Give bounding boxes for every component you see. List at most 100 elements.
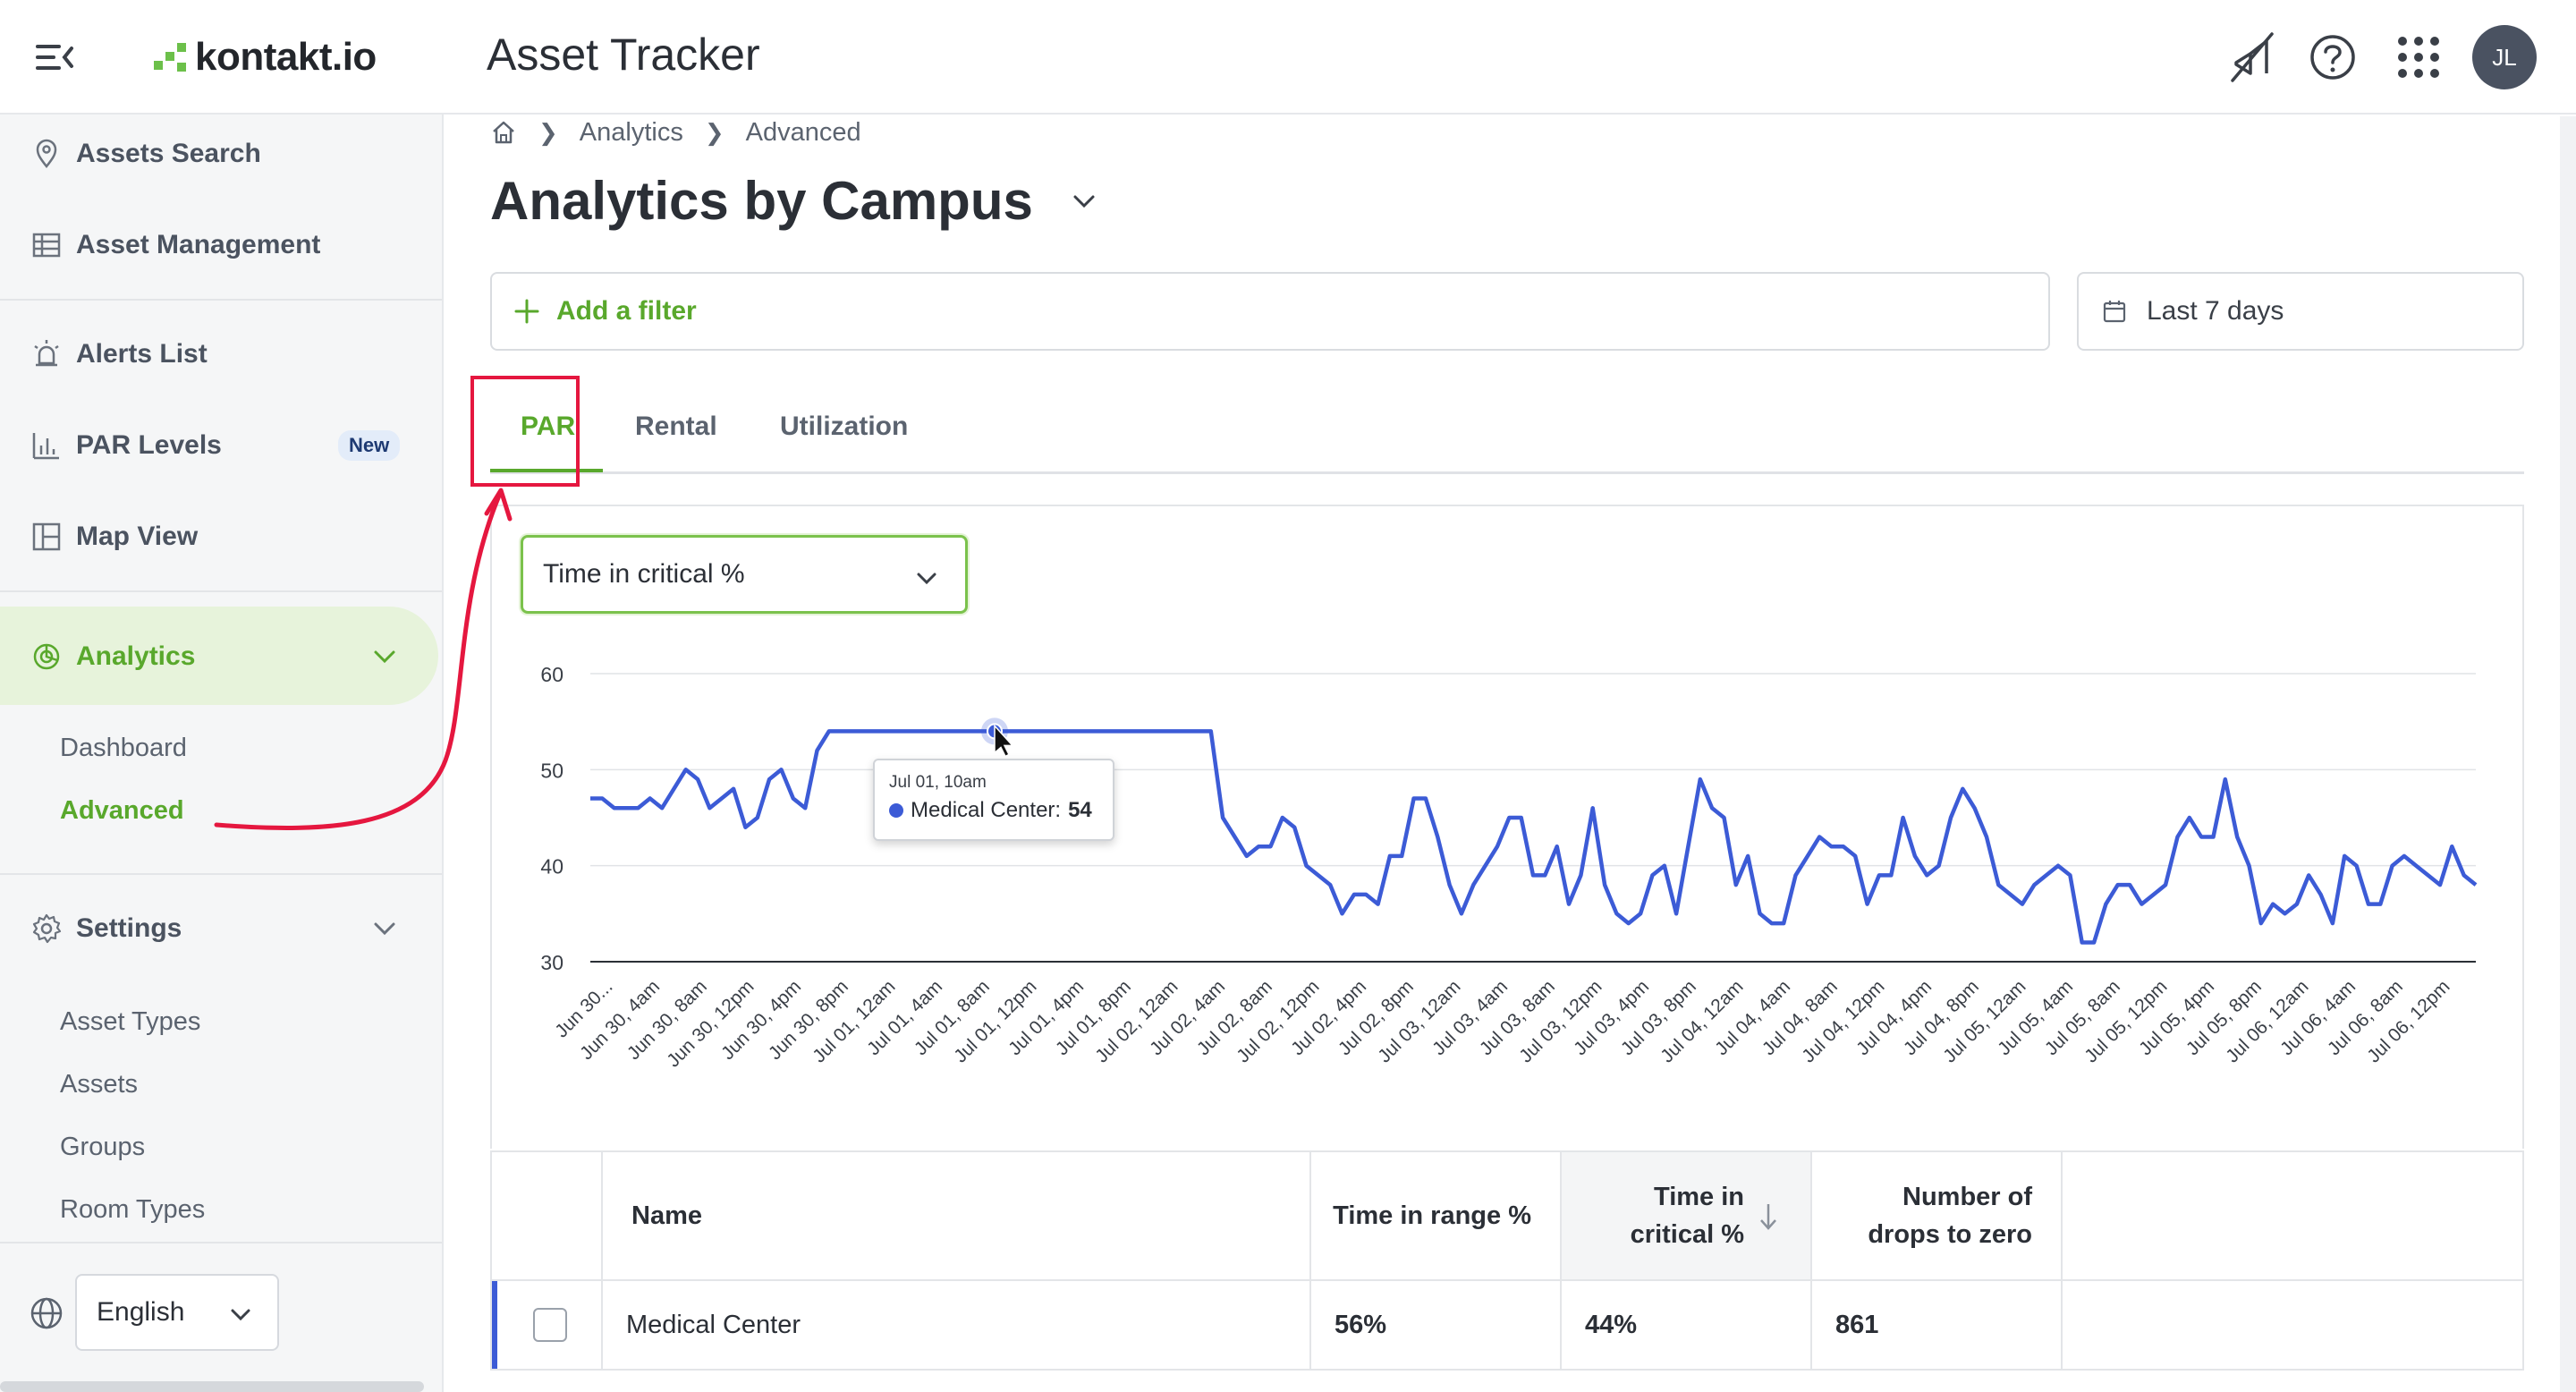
sidebar-item-label: Asset Management bbox=[76, 230, 321, 259]
column-header-drops-to-zero[interactable]: Number of drops to zero bbox=[1868, 1183, 2032, 1249]
chevron-down-icon[interactable] bbox=[367, 911, 402, 946]
breadcrumb-item-advanced: Advanced bbox=[745, 117, 861, 147]
column-header-name[interactable]: Name bbox=[631, 1201, 702, 1230]
column-divider bbox=[1810, 1152, 1812, 1371]
row-divider bbox=[492, 1279, 2522, 1281]
avatar[interactable]: JL bbox=[2472, 25, 2537, 89]
cell-drops-to-zero: 861 bbox=[1835, 1310, 1879, 1339]
add-filter-label: Add a filter bbox=[556, 296, 697, 326]
page-title[interactable]: Analytics by Campus bbox=[490, 170, 1099, 232]
chevron-down-icon bbox=[231, 1309, 250, 1321]
map-layout-icon bbox=[32, 522, 61, 551]
breadcrumb-item-analytics[interactable]: Analytics bbox=[579, 117, 683, 147]
map-pin-icon bbox=[36, 139, 57, 169]
sidebar-item-label: Settings bbox=[76, 913, 182, 943]
logo[interactable]: kontakt.io bbox=[150, 32, 377, 82]
divider bbox=[0, 299, 442, 301]
menu-collapse-icon[interactable] bbox=[36, 41, 75, 73]
sidebar-item-alerts-list[interactable]: Alerts List bbox=[0, 318, 444, 390]
x-tick-label: Jul 06, 12pm bbox=[2363, 976, 2453, 1066]
row-series-indicator bbox=[492, 1281, 497, 1369]
sidebar-active-highlight bbox=[0, 607, 438, 705]
sidebar-scrollbar[interactable] bbox=[0, 1381, 424, 1392]
sidebar-item-label: Analytics bbox=[76, 641, 196, 671]
y-tick-label: 30 bbox=[540, 951, 564, 974]
divider bbox=[0, 873, 442, 875]
sort-descending-icon[interactable] bbox=[1755, 1199, 1782, 1235]
column-header-time-in-range[interactable]: Time in range % bbox=[1333, 1201, 1531, 1230]
row-checkbox[interactable] bbox=[533, 1308, 567, 1342]
sidebar-item-par-levels[interactable]: PAR Levels New bbox=[0, 410, 444, 481]
chevron-down-icon[interactable] bbox=[1069, 186, 1099, 216]
column-divider bbox=[1560, 1152, 1562, 1371]
tab-bar: PAR Rental Utilization bbox=[490, 385, 2524, 474]
app-title: Asset Tracker bbox=[487, 30, 760, 80]
sidebar-subitem-assets[interactable]: Assets bbox=[60, 1070, 139, 1099]
column-divider bbox=[2061, 1152, 2063, 1371]
language-select[interactable]: English bbox=[75, 1274, 279, 1351]
notifications-off-icon[interactable] bbox=[2224, 29, 2281, 86]
sidebar-subitem-groups[interactable]: Groups bbox=[60, 1133, 146, 1161]
sidebar-item-label: Alerts List bbox=[76, 339, 208, 369]
divider bbox=[0, 1242, 442, 1243]
page-title-text: Analytics by Campus bbox=[490, 171, 1033, 231]
sidebar-subitem-dashboard[interactable]: Dashboard bbox=[60, 734, 187, 762]
y-tick-label: 50 bbox=[540, 759, 564, 782]
globe-icon bbox=[30, 1297, 63, 1329]
series-color-dot bbox=[889, 803, 903, 818]
tooltip-value: 54 bbox=[1068, 798, 1092, 822]
plus-icon bbox=[514, 299, 539, 324]
y-tick-label: 40 bbox=[540, 855, 564, 878]
sidebar-item-map-view[interactable]: Map View bbox=[0, 501, 444, 573]
home-icon[interactable] bbox=[490, 119, 517, 146]
metric-select-value: Time in critical % bbox=[543, 559, 745, 589]
language-value: English bbox=[97, 1297, 185, 1327]
pie-chart-icon bbox=[33, 643, 60, 670]
sidebar-item-settings[interactable]: Settings bbox=[0, 893, 444, 964]
results-table: Name Time in range % Time in critical % … bbox=[490, 1150, 2524, 1371]
sidebar-item-label: Map View bbox=[76, 522, 199, 551]
sidebar-subitem-advanced[interactable]: Advanced bbox=[60, 796, 184, 825]
sidebar-subitem-room-types[interactable]: Room Types bbox=[60, 1195, 206, 1224]
y-tick-label: 60 bbox=[540, 663, 564, 686]
chevron-down-icon[interactable] bbox=[367, 639, 402, 675]
sidebar-item-asset-management[interactable]: Asset Management bbox=[0, 209, 444, 281]
tooltip-line: Medical Center: 54 bbox=[889, 798, 1098, 823]
calendar-icon bbox=[2103, 301, 2126, 323]
tab-par[interactable]: PAR bbox=[521, 412, 576, 441]
tab-rental[interactable]: Rental bbox=[635, 412, 717, 441]
annotation-highlight-box bbox=[470, 376, 580, 487]
divider bbox=[0, 590, 442, 592]
sidebar-item-label: Assets Search bbox=[76, 139, 261, 168]
chart-card bbox=[490, 505, 2524, 1149]
help-icon[interactable] bbox=[2304, 29, 2361, 86]
apps-grid-icon[interactable] bbox=[2390, 29, 2447, 86]
breadcrumb-separator-icon: ❯ bbox=[704, 118, 724, 146]
active-tab-indicator bbox=[490, 469, 603, 472]
gear-icon bbox=[32, 913, 62, 944]
top-bar: kontakt.io Asset Tracker JL bbox=[0, 0, 2576, 115]
column-header-time-in-critical[interactable]: Time in critical % bbox=[1630, 1183, 1744, 1249]
tab-utilization[interactable]: Utilization bbox=[780, 412, 909, 441]
cell-name: Medical Center bbox=[626, 1310, 801, 1339]
new-badge: New bbox=[338, 430, 401, 461]
chevron-down-icon bbox=[917, 573, 936, 585]
date-range-picker[interactable]: Last 7 days bbox=[2077, 272, 2524, 351]
annotation-arrow bbox=[214, 488, 513, 830]
sidebar-item-analytics[interactable]: Analytics bbox=[0, 621, 444, 692]
sidebar-subitem-asset-types[interactable]: Asset Types bbox=[60, 1007, 201, 1036]
logo-text: kontakt.io bbox=[195, 35, 377, 79]
metric-select[interactable]: Time in critical % bbox=[521, 535, 968, 614]
breadcrumb: ❯ Analytics ❯ Advanced bbox=[490, 115, 861, 150]
cell-time-in-critical: 44% bbox=[1585, 1310, 1638, 1339]
page-scrollbar[interactable] bbox=[2560, 116, 2576, 1392]
bar-chart-icon bbox=[32, 433, 59, 460]
add-filter-button[interactable]: Add a filter bbox=[490, 272, 2050, 351]
table-icon bbox=[32, 233, 61, 258]
date-range-value: Last 7 days bbox=[2147, 296, 2284, 326]
sidebar-item-assets-search[interactable]: Assets Search bbox=[0, 118, 444, 190]
sidebar: Assets Search Asset Management Alerts Li… bbox=[0, 115, 444, 1392]
logo-mark-icon bbox=[154, 43, 186, 72]
series-line-medical-center bbox=[590, 729, 2478, 945]
